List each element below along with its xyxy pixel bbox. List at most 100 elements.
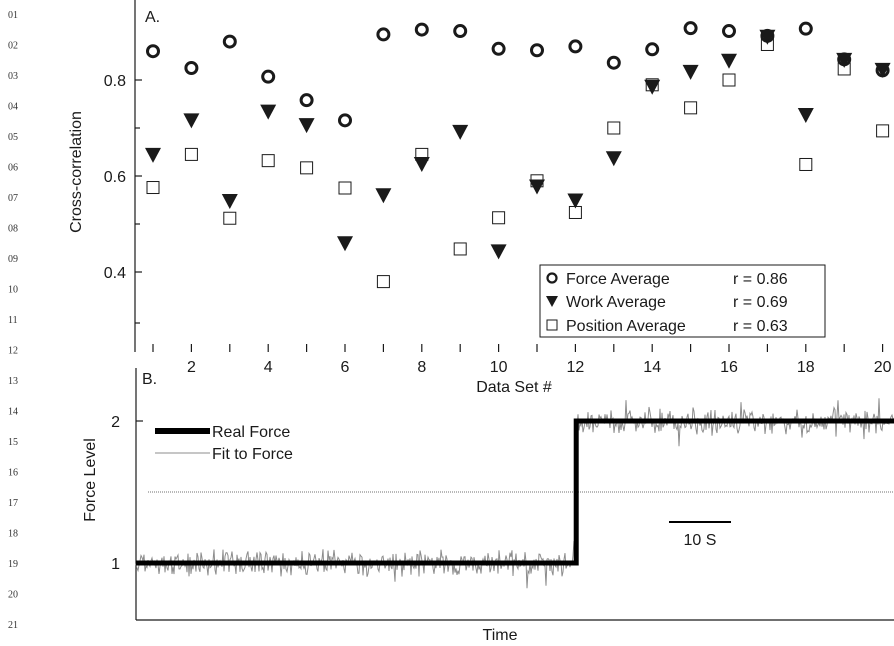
line-number: 21 [8, 620, 18, 631]
line-number: 20 [8, 590, 18, 601]
work-average-point [567, 193, 584, 209]
work-average-point [183, 113, 200, 129]
position-average-point [607, 121, 621, 135]
panel-a-y-ticks: 0.4 0.6 0.8 [104, 73, 142, 324]
force-average-point [261, 69, 276, 84]
force-average-point [299, 93, 314, 108]
position-average-point [492, 211, 506, 225]
line-number: 09 [8, 254, 18, 265]
line-number: 18 [8, 529, 18, 540]
work-average-point [413, 157, 430, 172]
line-number: 19 [8, 559, 18, 570]
position-average-point [146, 181, 160, 195]
x-tick-label: 6 [341, 359, 350, 376]
force-average-point [338, 113, 352, 128]
x-tick-label: 4 [264, 359, 273, 376]
y-tick-label: 0.4 [104, 265, 126, 282]
y-tick-label: 1 [111, 556, 120, 573]
line-number: 17 [8, 498, 18, 509]
panel-a-label: A. [145, 9, 160, 26]
line-number: 12 [8, 346, 18, 357]
panel-b: B. 12 Force Level Time 10 S Real Force F… [82, 368, 894, 644]
position-average-point [223, 211, 237, 225]
work-average-point [797, 108, 814, 124]
work-average-point [260, 104, 277, 120]
legend-r-force: r = 0.86 [733, 271, 788, 288]
force-average-point [875, 63, 890, 78]
line-number: 14 [8, 407, 18, 418]
line-number-column: 01 02 03 04 05 06 07 08 09 10 11 12 13 14 15 16 17 18 19 20… [8, 10, 18, 631]
force-average-point [798, 21, 813, 36]
legend-r-work: r = 0.69 [733, 294, 788, 311]
legend-box [539, 264, 826, 338]
line-number: 11 [8, 315, 18, 326]
force-average-point [683, 21, 698, 36]
panel-b-y-ticks: 12 [111, 414, 143, 573]
work-average-point [145, 147, 161, 163]
force-average-point [645, 42, 660, 57]
force-average-point [722, 24, 736, 39]
force-average-point [414, 22, 429, 37]
work-average-point [337, 236, 353, 252]
force-average-point [491, 41, 506, 56]
force-average-point [184, 61, 199, 75]
legend-label-real-force: Real Force [212, 424, 290, 441]
line-number: 05 [8, 132, 18, 143]
work-average-point [682, 64, 699, 80]
position-average-point [722, 73, 736, 87]
panel-a-y-axis-title: Cross-correlation [68, 111, 85, 233]
legend-marker-force [546, 272, 558, 284]
force-average-point [760, 28, 775, 43]
line-number: 01 [8, 10, 18, 21]
position-average-point [684, 101, 698, 115]
y-tick-label: 0.8 [104, 73, 126, 90]
work-average-point [529, 179, 545, 195]
position-average-point [376, 275, 390, 289]
time-scale-bar-label: 10 S [684, 532, 717, 549]
x-tick-label: 14 [643, 359, 661, 376]
force-average-point [146, 44, 160, 59]
x-tick-label: 18 [797, 359, 815, 376]
position-average-point [338, 181, 352, 195]
line-number: 15 [8, 437, 18, 448]
panel-b-x-axis-title: Time [483, 627, 518, 644]
y-tick-label: 0.6 [104, 169, 126, 186]
line-number: 13 [8, 376, 18, 387]
work-average-point [452, 124, 469, 140]
position-average-point [261, 154, 275, 168]
line-number: 04 [8, 102, 18, 113]
position-average-point [300, 161, 314, 175]
legend-label-force: Force Average [566, 271, 670, 288]
work-average-point [490, 244, 507, 260]
legend-label-position: Position Average [566, 318, 686, 335]
force-average-point [222, 34, 237, 49]
position-average-point [876, 124, 890, 138]
panel-a: A. 0.4 0.6 0.8 2 4 6 8 10 12 14 16 18 20 Cross-corr… [68, 0, 892, 396]
line-number: 10 [8, 285, 18, 296]
y-tick-label: 2 [111, 414, 120, 431]
line-number: 16 [8, 468, 18, 479]
legend-label-work: Work Average [566, 294, 666, 311]
force-average-point [453, 24, 468, 39]
panel-a-data-points [145, 21, 891, 289]
work-average-point [605, 151, 622, 167]
position-average-point [184, 147, 198, 161]
panel-a-x-axis-title: Data Set # [476, 379, 552, 396]
panel-a-legend: Force Average r = 0.86 Work Average r = … [539, 264, 826, 338]
x-tick-label: 20 [874, 359, 892, 376]
force-average-point [568, 39, 583, 54]
position-average-point [799, 157, 813, 171]
line-number: 02 [8, 41, 18, 52]
real-force-trace [136, 418, 894, 566]
line-number: 03 [8, 71, 18, 82]
panel-b-label: B. [142, 371, 157, 388]
legend-marker-position [546, 319, 558, 331]
x-tick-label: 2 [187, 359, 196, 376]
line-number: 06 [8, 163, 18, 174]
x-tick-label: 8 [417, 359, 426, 376]
panel-b-y-axis-title: Force Level [82, 438, 99, 522]
line-number: 07 [8, 193, 18, 204]
legend-label-fit-to-force: Fit to Force [212, 446, 293, 463]
work-average-point [644, 79, 661, 95]
